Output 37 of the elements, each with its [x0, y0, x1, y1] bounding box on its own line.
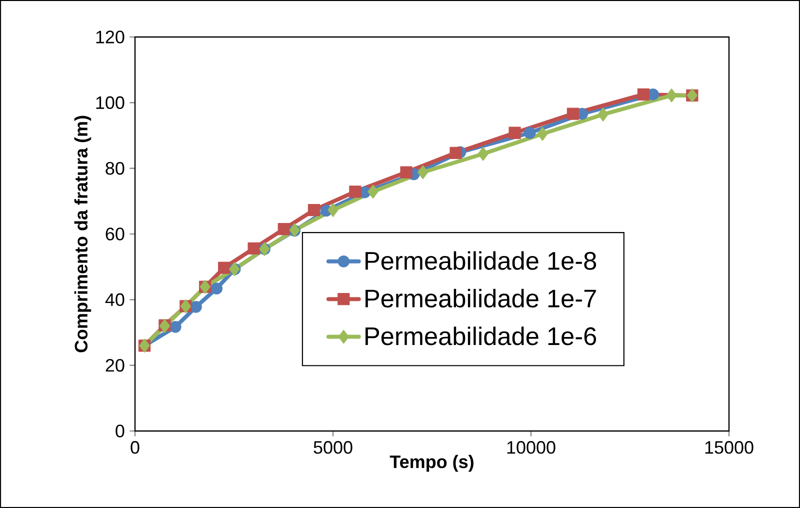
y-tick-label: 0 — [116, 424, 124, 438]
point — [190, 300, 202, 313]
y-tick-label: 20 — [106, 358, 124, 372]
x-axis-title: Tempo (s) — [390, 454, 474, 472]
point — [598, 107, 608, 122]
x-tick-label: 15000 — [705, 441, 754, 454]
point — [169, 320, 182, 333]
y-tick-label: 120 — [96, 30, 124, 44]
point — [566, 108, 580, 120]
point — [400, 166, 412, 178]
x-tick-label: 5000 — [314, 441, 352, 454]
y-tick-label: 100 — [96, 96, 124, 110]
point — [218, 262, 230, 274]
x-tick-label: 0 — [130, 441, 140, 454]
point — [666, 88, 677, 102]
point — [508, 126, 521, 139]
point — [308, 204, 320, 216]
legend-label: Permeabilidade 1e-7 — [366, 288, 596, 308]
y-tick-label: 60 — [106, 228, 124, 240]
point — [524, 126, 536, 139]
point — [349, 186, 362, 198]
legend-label: Permeabilidade 1e-6 — [366, 326, 596, 346]
point — [450, 146, 462, 159]
point — [478, 146, 488, 161]
point — [418, 165, 428, 180]
point — [537, 126, 548, 141]
point — [210, 282, 223, 294]
y-tick-label: 80 — [106, 162, 124, 175]
x-tick-label: 10000 — [507, 441, 556, 454]
y-tick-label: 40 — [105, 293, 124, 306]
point — [278, 223, 290, 236]
legend-label: Permeabilidade 1e-8 — [366, 251, 596, 270]
point — [248, 242, 260, 255]
point — [368, 184, 378, 199]
point — [328, 203, 338, 218]
y-axis-title: Comprimento da fratura (m) — [74, 116, 92, 352]
point — [637, 88, 650, 101]
